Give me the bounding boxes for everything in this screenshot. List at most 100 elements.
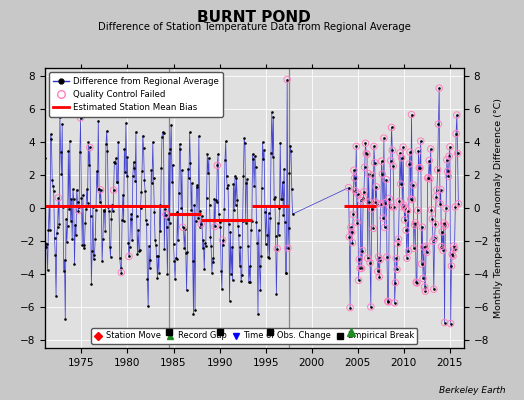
- Point: [128, 172, 137, 179]
- Point: [368, 172, 377, 178]
- Point: [183, 249, 192, 255]
- Point: [51, 252, 60, 258]
- Point: [355, 256, 364, 262]
- Point: [433, 166, 442, 173]
- Point: [128, 237, 136, 243]
- Point: [47, 131, 55, 138]
- Point: [448, 251, 456, 258]
- Point: [378, 171, 387, 177]
- Point: [211, 223, 219, 230]
- Point: [117, 269, 126, 276]
- Point: [275, 232, 283, 238]
- Point: [145, 243, 153, 249]
- Point: [438, 228, 446, 235]
- Point: [387, 158, 395, 164]
- Point: [66, 138, 74, 144]
- Point: [345, 234, 354, 240]
- Point: [348, 240, 357, 246]
- Point: [176, 141, 184, 147]
- Point: [172, 254, 180, 261]
- Point: [196, 224, 204, 230]
- Point: [372, 199, 380, 205]
- Point: [391, 280, 400, 286]
- Point: [365, 199, 374, 205]
- Point: [232, 202, 240, 208]
- Point: [351, 188, 359, 194]
- Point: [353, 219, 361, 226]
- Point: [209, 259, 217, 266]
- Point: [386, 204, 394, 210]
- Point: [143, 221, 151, 228]
- Point: [423, 175, 432, 181]
- Point: [390, 300, 399, 306]
- Point: [205, 154, 213, 161]
- Point: [106, 244, 114, 250]
- Point: [156, 228, 165, 234]
- Point: [60, 256, 69, 263]
- Point: [372, 199, 380, 205]
- Point: [44, 227, 52, 233]
- Point: [271, 233, 280, 239]
- Point: [202, 242, 210, 249]
- Point: [126, 243, 134, 250]
- Point: [248, 151, 257, 157]
- Point: [263, 232, 271, 238]
- Point: [245, 263, 254, 269]
- Point: [434, 121, 443, 127]
- Point: [395, 198, 403, 204]
- Point: [366, 260, 374, 266]
- Point: [113, 179, 122, 186]
- Point: [440, 320, 449, 326]
- Point: [179, 224, 187, 230]
- Point: [367, 304, 375, 310]
- Point: [408, 196, 417, 203]
- Point: [436, 200, 444, 207]
- Point: [443, 168, 452, 174]
- Point: [400, 202, 408, 208]
- Point: [121, 169, 129, 175]
- Point: [365, 199, 374, 205]
- Point: [239, 172, 247, 179]
- Point: [62, 216, 70, 222]
- Point: [450, 246, 458, 252]
- Point: [453, 112, 461, 118]
- Point: [56, 113, 64, 120]
- Point: [61, 316, 70, 322]
- Point: [220, 206, 228, 212]
- Point: [446, 320, 455, 327]
- Point: [103, 128, 111, 134]
- Point: [208, 270, 216, 276]
- Point: [174, 237, 182, 243]
- Point: [397, 181, 405, 187]
- Point: [403, 255, 411, 261]
- Point: [422, 243, 430, 250]
- Point: [443, 168, 452, 174]
- Point: [187, 207, 195, 213]
- Point: [423, 249, 431, 256]
- Point: [271, 194, 279, 200]
- Point: [361, 164, 369, 170]
- Point: [346, 304, 354, 311]
- Point: [366, 260, 374, 266]
- Point: [389, 163, 397, 169]
- Point: [184, 175, 193, 182]
- Point: [438, 244, 446, 250]
- Point: [83, 186, 91, 193]
- Point: [453, 112, 461, 118]
- Point: [376, 256, 384, 263]
- Point: [203, 151, 212, 158]
- Point: [430, 235, 439, 242]
- Point: [364, 255, 372, 262]
- Point: [400, 217, 409, 223]
- Point: [149, 139, 157, 146]
- Point: [195, 133, 203, 139]
- Point: [449, 253, 457, 259]
- Point: [108, 208, 117, 215]
- Point: [409, 182, 417, 188]
- Point: [258, 139, 267, 146]
- Point: [372, 184, 380, 190]
- Point: [261, 209, 269, 216]
- Point: [146, 257, 155, 263]
- Point: [379, 215, 387, 221]
- Point: [349, 211, 357, 218]
